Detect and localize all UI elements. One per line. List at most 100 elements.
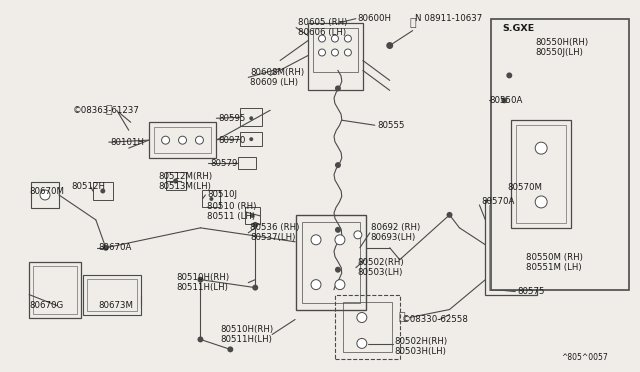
Text: 80970: 80970 — [218, 136, 246, 145]
Text: 80513M(LH): 80513M(LH) — [159, 182, 211, 190]
Text: 80511H(LH): 80511H(LH) — [177, 283, 228, 292]
Bar — [313, 28, 358, 73]
Bar — [31, 182, 59, 208]
Circle shape — [100, 189, 106, 193]
Bar — [238, 157, 256, 169]
Circle shape — [506, 73, 512, 78]
Text: 80670G: 80670G — [29, 301, 63, 310]
Circle shape — [357, 339, 367, 349]
Bar — [296, 215, 366, 310]
Text: 80511H(LH): 80511H(LH) — [220, 335, 272, 344]
Bar — [240, 132, 262, 146]
Text: 80693(LH): 80693(LH) — [371, 233, 416, 242]
Bar — [29, 262, 81, 318]
Circle shape — [344, 49, 351, 56]
Circle shape — [335, 235, 345, 245]
Text: 80600H: 80600H — [358, 14, 392, 23]
Text: 80502(RH): 80502(RH) — [358, 258, 404, 267]
Circle shape — [311, 235, 321, 245]
Text: 80692 (RH): 80692 (RH) — [371, 223, 420, 232]
Text: 80101H: 80101H — [111, 138, 145, 147]
Circle shape — [335, 227, 341, 233]
Text: 80595: 80595 — [218, 114, 246, 123]
Circle shape — [195, 136, 204, 144]
Bar — [240, 108, 262, 126]
Circle shape — [535, 196, 547, 208]
Circle shape — [252, 285, 258, 291]
Text: 80606 (LH): 80606 (LH) — [298, 28, 346, 37]
Text: Ⓢ: Ⓢ — [106, 105, 112, 115]
Text: 80510 (RH): 80510 (RH) — [207, 202, 257, 211]
Circle shape — [249, 116, 253, 120]
Bar — [335, 295, 400, 359]
Circle shape — [335, 162, 341, 168]
Bar — [202, 190, 220, 207]
Bar — [154, 127, 211, 153]
Text: Ⓢ: Ⓢ — [398, 312, 405, 323]
Bar — [93, 182, 113, 200]
Bar — [302, 222, 360, 302]
Text: 80609 (LH): 80609 (LH) — [250, 78, 298, 87]
Text: 80510H(RH): 80510H(RH) — [220, 325, 273, 334]
Circle shape — [506, 266, 517, 278]
Bar — [490, 205, 533, 290]
Circle shape — [506, 216, 517, 228]
Circle shape — [501, 97, 508, 103]
Bar — [511, 120, 571, 228]
Circle shape — [354, 231, 362, 239]
Text: ©08363-61237: ©08363-61237 — [73, 106, 140, 115]
Bar — [492, 19, 629, 290]
Circle shape — [311, 280, 321, 290]
Text: 80670M: 80670M — [29, 187, 64, 196]
Circle shape — [173, 179, 178, 183]
Circle shape — [332, 35, 339, 42]
Text: 80510J: 80510J — [207, 190, 237, 199]
Text: 80512H: 80512H — [71, 183, 105, 192]
Circle shape — [250, 214, 254, 218]
Text: 80510H(RH): 80510H(RH) — [177, 273, 230, 282]
Circle shape — [319, 35, 326, 42]
Text: 80551M (LH): 80551M (LH) — [526, 263, 582, 272]
Bar — [148, 122, 216, 158]
Circle shape — [447, 212, 452, 218]
Text: 80537(LH): 80537(LH) — [250, 233, 296, 242]
Circle shape — [161, 136, 170, 144]
Bar — [83, 275, 141, 314]
Circle shape — [335, 267, 341, 273]
Text: 80579: 80579 — [211, 158, 238, 167]
Circle shape — [252, 222, 258, 228]
Text: 80536 (RH): 80536 (RH) — [250, 223, 300, 232]
Text: 80570A: 80570A — [481, 198, 515, 206]
Text: Ⓝ: Ⓝ — [410, 17, 416, 28]
Text: 80512M(RH): 80512M(RH) — [159, 171, 212, 180]
Circle shape — [319, 49, 326, 56]
Circle shape — [335, 86, 341, 92]
Text: 80550H(RH): 80550H(RH) — [535, 38, 588, 47]
Bar — [33, 266, 77, 314]
Circle shape — [198, 277, 204, 283]
Circle shape — [249, 137, 253, 141]
Circle shape — [332, 49, 339, 56]
Text: ©08330-62558: ©08330-62558 — [402, 315, 468, 324]
Circle shape — [357, 312, 367, 323]
Text: N 08911-10637: N 08911-10637 — [415, 14, 482, 23]
Text: 80550J(LH): 80550J(LH) — [535, 48, 583, 57]
Text: S.GXE: S.GXE — [502, 24, 534, 33]
Text: 80503H(LH): 80503H(LH) — [395, 347, 447, 356]
Text: 80550A: 80550A — [490, 96, 523, 105]
Text: 80605 (RH): 80605 (RH) — [298, 18, 348, 27]
Circle shape — [227, 346, 234, 352]
Circle shape — [344, 35, 351, 42]
Text: 80608M(RH): 80608M(RH) — [250, 68, 305, 77]
Text: 80570M: 80570M — [508, 183, 542, 192]
Circle shape — [335, 280, 345, 290]
Circle shape — [103, 245, 109, 251]
Circle shape — [198, 336, 204, 342]
Bar — [166, 172, 186, 190]
Text: 80555: 80555 — [378, 121, 405, 130]
Bar — [87, 279, 137, 311]
Circle shape — [387, 42, 393, 49]
Text: 80502H(RH): 80502H(RH) — [395, 337, 448, 346]
Bar — [343, 302, 392, 352]
Bar — [485, 200, 537, 295]
